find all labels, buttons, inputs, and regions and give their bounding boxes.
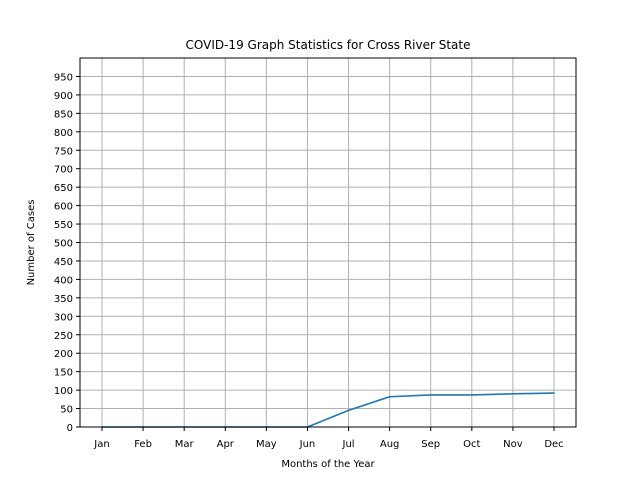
y-axis: 0 50 100 150 200 250 300 350 400 450 500 550 600 650 7… <box>54 72 80 434</box>
data-point <box>553 392 555 394</box>
y-tick-label: 750 <box>54 146 73 157</box>
y-tick-label: 400 <box>54 275 73 286</box>
x-tick-label: Feb <box>134 439 152 450</box>
x-tick-label: Oct <box>463 439 480 450</box>
data-point <box>388 395 391 398</box>
y-tick-label: 50 <box>60 405 73 416</box>
x-tick-label: Jun <box>299 439 316 450</box>
chart-title: COVID-19 Graph Statistics for Cross Rive… <box>186 38 471 52</box>
y-tick-label: 900 <box>54 91 73 102</box>
y-tick-label: 700 <box>54 165 73 176</box>
y-tick-label: 300 <box>54 312 73 323</box>
x-tick-label: May <box>256 439 277 450</box>
x-tick-label: Nov <box>503 439 523 450</box>
y-tick-label: 150 <box>54 368 73 379</box>
y-tick-label: 100 <box>54 386 73 397</box>
x-tick-label: Aug <box>380 439 400 450</box>
y-tick-label: 200 <box>54 349 73 360</box>
x-tick-label: Sep <box>421 439 440 450</box>
y-tick-label: 800 <box>54 128 73 139</box>
y-tick-label: 0 <box>67 423 73 434</box>
data-point <box>471 394 473 396</box>
y-tick-label: 950 <box>54 72 73 83</box>
data-point <box>429 394 432 396</box>
x-tick-label: Jan <box>93 439 109 450</box>
y-tick-label: 450 <box>54 257 73 268</box>
y-axis-label: Number of Cases <box>26 200 37 286</box>
y-tick-label: 350 <box>54 294 73 305</box>
grid <box>80 58 576 428</box>
x-tick-label: Apr <box>217 439 235 450</box>
x-tick-label: Dec <box>544 439 563 450</box>
x-tick-label: Jul <box>342 439 355 450</box>
data-point <box>512 392 514 395</box>
y-tick-label: 550 <box>54 220 73 231</box>
x-tick-label: Mar <box>175 439 195 450</box>
y-tick-label: 500 <box>54 239 73 250</box>
y-tick-label: 600 <box>54 202 73 213</box>
y-tick-label: 650 <box>54 183 73 194</box>
x-axis: Jan Feb Mar Apr May Jun Jul Aug Sep Oct Nov Dec <box>93 427 564 450</box>
y-tick-label: 250 <box>54 331 73 342</box>
x-axis-label: Months of the Year <box>281 459 375 470</box>
y-tick-label: 850 <box>54 109 73 120</box>
data-point <box>347 409 350 412</box>
